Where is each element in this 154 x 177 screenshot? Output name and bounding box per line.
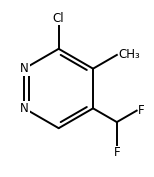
Text: CH₃: CH₃ (118, 48, 140, 61)
Text: Cl: Cl (53, 12, 65, 25)
Text: F: F (113, 146, 120, 159)
Text: F: F (138, 104, 145, 117)
Text: N: N (20, 62, 29, 75)
Text: N: N (20, 102, 29, 115)
